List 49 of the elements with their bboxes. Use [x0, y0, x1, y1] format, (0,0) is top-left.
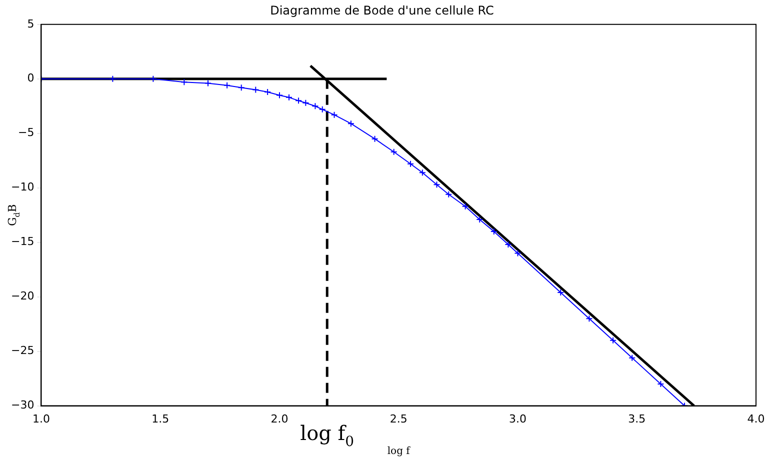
y-tick-label: −30	[10, 398, 34, 412]
point	[330, 111, 338, 118]
point	[347, 120, 354, 128]
y-tick-label: −10	[10, 180, 34, 194]
point	[557, 288, 564, 296]
x-tick-label: 3.0	[508, 412, 526, 426]
point	[238, 84, 245, 92]
point	[490, 228, 498, 235]
point	[286, 94, 293, 101]
point	[628, 354, 636, 362]
point	[390, 148, 398, 156]
point	[302, 99, 310, 106]
chart-title: Diagramme de Bode d'une cellule RC	[270, 3, 494, 18]
point	[204, 80, 212, 87]
point	[276, 92, 283, 99]
point	[150, 75, 157, 82]
point	[371, 135, 378, 142]
y-tick-label: 0	[27, 72, 34, 85]
point	[610, 336, 617, 344]
point	[224, 82, 231, 89]
point	[586, 315, 593, 322]
y-tick-label: −20	[10, 290, 34, 303]
point	[433, 181, 440, 188]
y-tick-label: −5	[18, 126, 34, 140]
x-tick-label: 4.0	[747, 412, 765, 426]
y-tick-label: 5	[27, 17, 34, 30]
point	[295, 97, 302, 104]
x-tick-label: 1.5	[152, 412, 170, 426]
point	[445, 190, 452, 198]
point	[657, 380, 664, 388]
y-tick-label: −15	[10, 235, 34, 248]
point	[252, 86, 260, 94]
point	[109, 75, 116, 82]
point	[318, 106, 326, 113]
point	[514, 250, 522, 257]
y-tick-label: −25	[10, 344, 34, 358]
x-axis-title: log f	[387, 446, 412, 457]
point	[418, 169, 426, 176]
point	[476, 216, 484, 223]
point	[462, 202, 469, 210]
point	[264, 88, 272, 96]
point	[180, 78, 188, 86]
x-tick-label: 1.0	[32, 412, 50, 426]
x-tick-label: 2.5	[390, 412, 408, 426]
point	[504, 241, 512, 248]
x-tick-label: 2.0	[270, 412, 288, 426]
x-tick-label: 3.5	[628, 412, 646, 426]
point	[407, 160, 414, 168]
point	[312, 102, 319, 110]
